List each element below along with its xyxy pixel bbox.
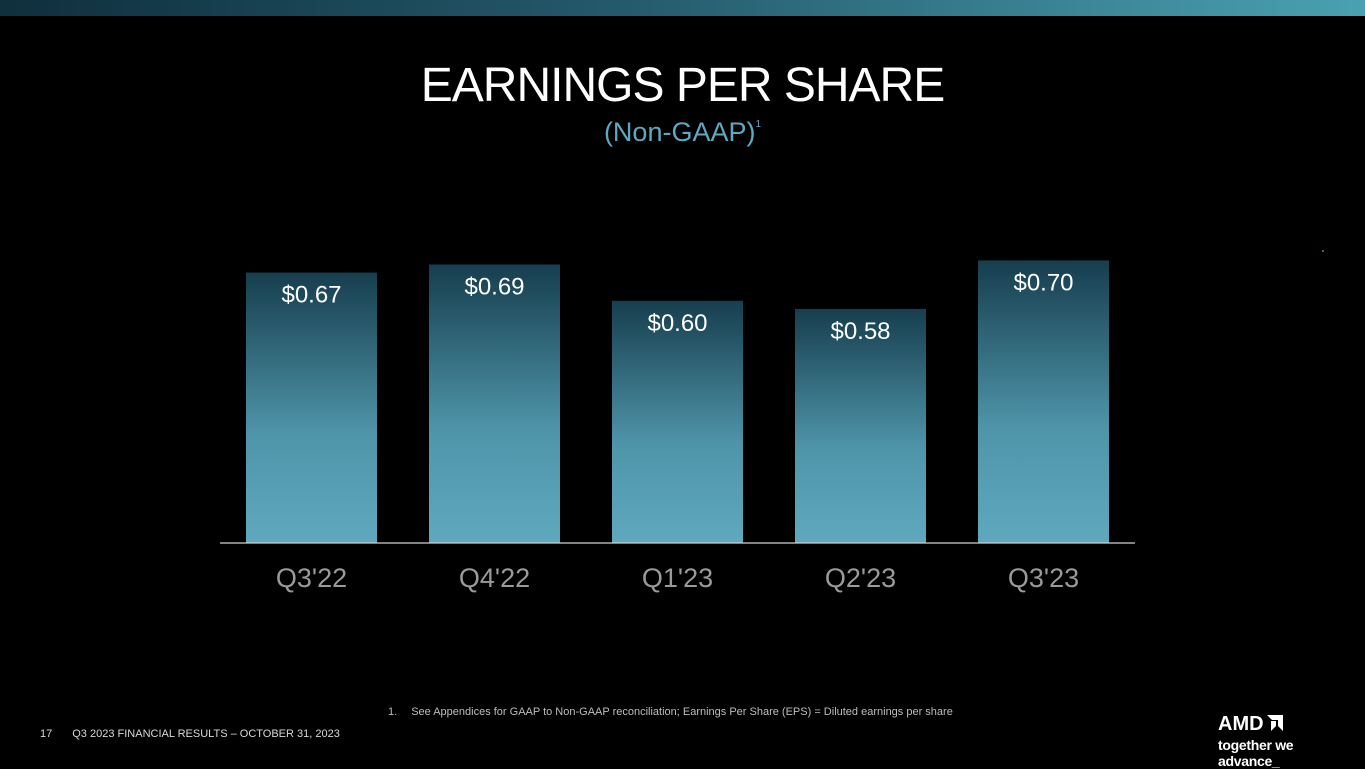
bar-value-label-0: $0.67 — [281, 282, 341, 309]
footer: 17 Q3 2023 FINANCIAL RESULTS – OCTOBER 31… — [40, 728, 340, 740]
page-number: 17 — [40, 728, 53, 740]
footer-text: Q3 2023 FINANCIAL RESULTS – OCTOBER 31, … — [72, 728, 340, 740]
bar-4 — [978, 260, 1109, 543]
bar-value-label-1: $0.69 — [464, 273, 524, 300]
amd-tagline: together we advance_ — [1218, 737, 1294, 769]
bar-3 — [795, 308, 926, 543]
amd-logo-text: AMD — [1218, 713, 1264, 735]
footnote-text: See Appendices for GAAP to Non-GAAP reco… — [411, 706, 953, 718]
bar-1 — [429, 264, 560, 543]
subtitle-text: (Non-GAAP) — [603, 117, 756, 147]
category-label-3: Q2'23 — [825, 563, 896, 593]
page-title: EARNINGS PER SHARE — [420, 59, 945, 112]
decorative-dot — [1322, 250, 1324, 252]
page-subtitle: (Non-GAAP)1 — [0, 117, 1365, 148]
category-label-4: Q3'23 — [1008, 563, 1079, 593]
bar-value-label-4: $0.70 — [1013, 269, 1073, 296]
subtitle-footnote-marker: 1 — [755, 119, 762, 130]
bar-value-label-2: $0.60 — [647, 310, 707, 337]
amd-wordmark: AMD — [1218, 714, 1353, 734]
amd-arrow-icon — [1266, 715, 1283, 731]
footnote-number: 1. — [388, 706, 398, 718]
value-labels-group: $0.67 $0.69 $0.60 $0.58 $0.70 — [281, 269, 1073, 344]
category-label-0: Q3'22 — [276, 563, 347, 593]
category-labels-group: Q3'22 Q4'22 Q1'23 Q2'23 Q3'23 — [276, 563, 1079, 593]
bars-group — [246, 260, 1109, 543]
bar-0 — [246, 272, 377, 543]
category-label-2: Q1'23 — [642, 563, 713, 593]
category-label-1: Q4'22 — [459, 563, 530, 593]
bar-value-label-3: $0.58 — [830, 318, 890, 345]
amd-logo: AMD together we advance_ — [1218, 714, 1353, 769]
footnote: 1. See Appendices for GAAP to Non-GAAP re… — [388, 706, 953, 718]
bar-2 — [612, 300, 743, 543]
top-accent-band — [0, 0, 1365, 16]
